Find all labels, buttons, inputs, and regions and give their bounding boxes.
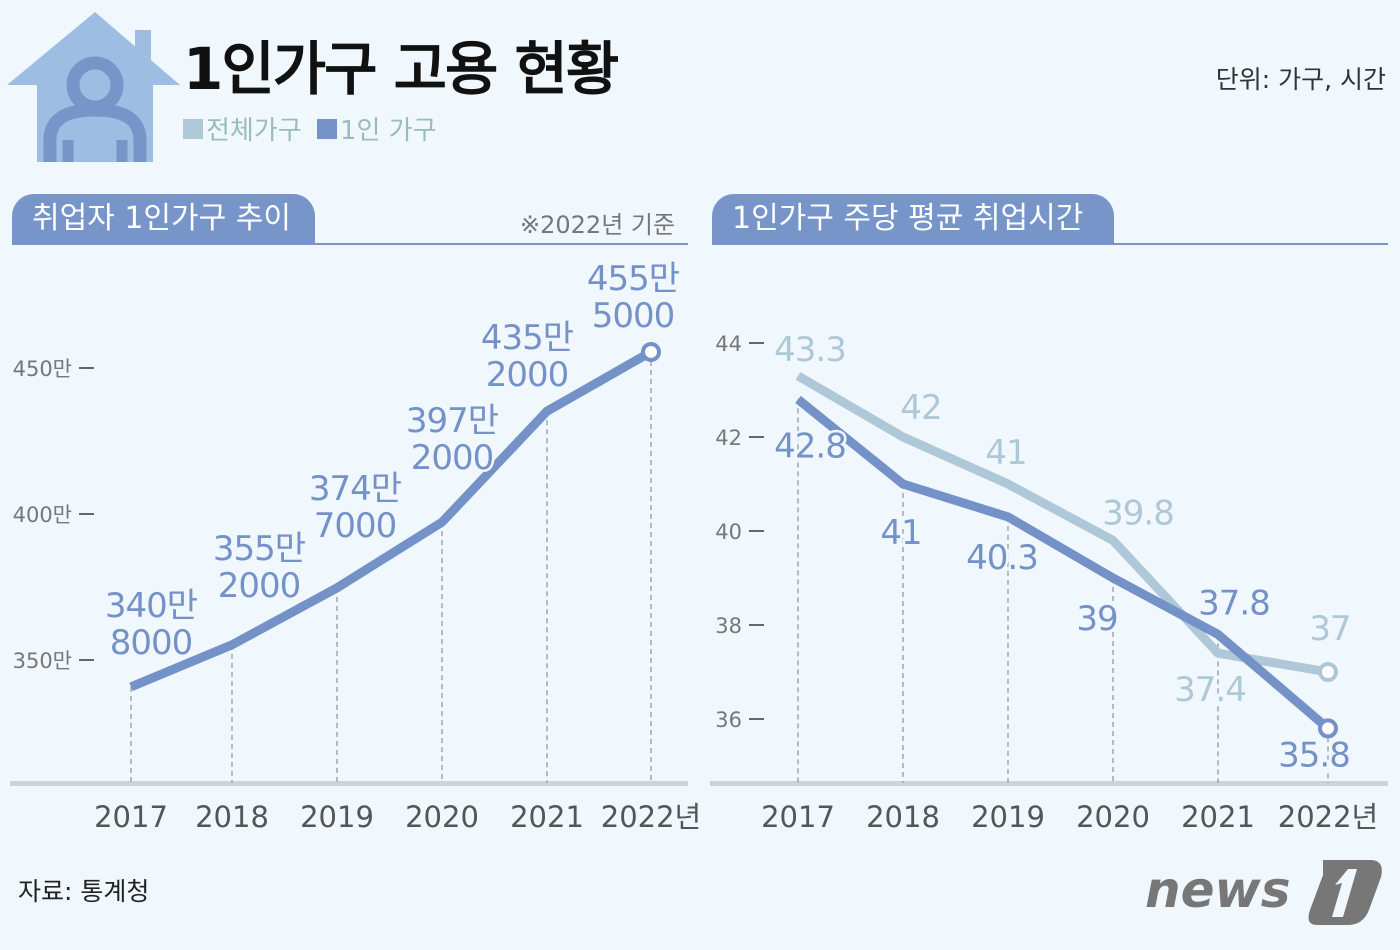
data-label: 397만 bbox=[406, 401, 499, 441]
x-axis bbox=[710, 781, 1388, 786]
x-tick-label: 2019 bbox=[971, 800, 1045, 834]
data-label: 40.3 bbox=[966, 538, 1038, 578]
y-tick-label: 450만 bbox=[13, 357, 72, 381]
data-label: 43.3 bbox=[774, 330, 846, 370]
x-tick-label: 2017 bbox=[761, 800, 835, 834]
data-label: 2000 bbox=[486, 355, 569, 395]
x-tick-label: 2022년 bbox=[601, 800, 700, 834]
legend-label: 전체가구 bbox=[206, 116, 302, 146]
chart1-title: 취업자 1인가구 추이 bbox=[12, 194, 315, 244]
data-label: 5000 bbox=[592, 296, 675, 336]
x-tick-label: 2018 bbox=[866, 800, 940, 834]
data-label: 37.8 bbox=[1198, 583, 1270, 623]
x-tick-label: 2020 bbox=[405, 800, 479, 834]
legend-item-total: 전체가구 bbox=[183, 110, 302, 147]
x-axis bbox=[10, 781, 688, 786]
y-tick-label: 400만 bbox=[13, 503, 72, 527]
data-label: 39.8 bbox=[1102, 493, 1174, 533]
y-tick-label: 40 bbox=[715, 520, 742, 544]
x-tick-label: 2019 bbox=[300, 800, 374, 834]
legend-label: 1인 가구 bbox=[340, 116, 437, 146]
unit-label: 단위: 가구, 시간 bbox=[1215, 65, 1386, 94]
source: 자료: 통계청 bbox=[18, 877, 150, 906]
series-line bbox=[129, 348, 654, 692]
data-label: 340만 bbox=[105, 586, 198, 626]
y-tick-label: 42 bbox=[715, 426, 742, 450]
data-label: 37 bbox=[1309, 609, 1350, 649]
end-marker bbox=[1318, 662, 1338, 682]
legend-item-single: 1인 가구 bbox=[317, 110, 437, 147]
svg-text:news: news bbox=[1145, 861, 1290, 919]
x-tick-label: 2020 bbox=[1076, 800, 1150, 834]
data-label: 37.4 bbox=[1174, 670, 1246, 710]
data-label: 374만 bbox=[309, 469, 402, 509]
data-label: 2000 bbox=[411, 438, 494, 478]
data-label: 42.8 bbox=[774, 426, 846, 466]
divider bbox=[12, 243, 688, 245]
data-label: 2000 bbox=[218, 566, 301, 606]
x-tick-label: 2017 bbox=[94, 800, 168, 834]
end-marker bbox=[641, 341, 661, 362]
data-label: 8000 bbox=[110, 623, 193, 663]
x-tick-label: 2018 bbox=[195, 800, 269, 834]
x-tick-label: 2021 bbox=[510, 800, 584, 834]
data-label: 41 bbox=[880, 513, 921, 553]
data-label: 42 bbox=[900, 388, 941, 428]
data-label: 355만 bbox=[213, 529, 306, 569]
house-person-icon bbox=[7, 12, 180, 162]
end-marker bbox=[1318, 718, 1338, 739]
series-line bbox=[795, 395, 1331, 732]
data-label: 455만 bbox=[587, 259, 680, 299]
x-tick-label: 2022년 bbox=[1278, 800, 1378, 834]
chart2-title: 1인가구 주당 평균 취업시간 bbox=[712, 194, 1114, 244]
legend-swatch bbox=[183, 118, 203, 139]
divider bbox=[712, 243, 1388, 245]
news1-logo: news bbox=[1145, 860, 1382, 925]
x-tick-label: 2021 bbox=[1181, 800, 1255, 834]
data-label: 41 bbox=[985, 433, 1026, 473]
series-line bbox=[795, 372, 1329, 677]
data-label: 35.8 bbox=[1278, 735, 1350, 775]
chart-weekly-hours: 2017 2018 2019 2020 2021 2022년 36 38 40 42 44 43.3 4… bbox=[710, 329, 1388, 834]
note: ※2022년 기준 bbox=[520, 211, 676, 239]
page-title: 1인가구 고용 현황 bbox=[183, 35, 619, 103]
data-label: 435만 bbox=[481, 318, 574, 358]
legend-swatch bbox=[317, 118, 337, 139]
y-tick-label: 44 bbox=[715, 332, 742, 356]
data-label: 39 bbox=[1076, 599, 1117, 639]
y-tick-label: 38 bbox=[715, 614, 742, 638]
y-tick-label: 350만 bbox=[13, 649, 72, 673]
y-tick-label: 36 bbox=[715, 708, 742, 732]
chart-employed-single-households: 2017 2018 2019 2020 2021 2022년 350만 400만 450만 340… bbox=[10, 256, 700, 834]
data-label: 7000 bbox=[314, 506, 397, 546]
